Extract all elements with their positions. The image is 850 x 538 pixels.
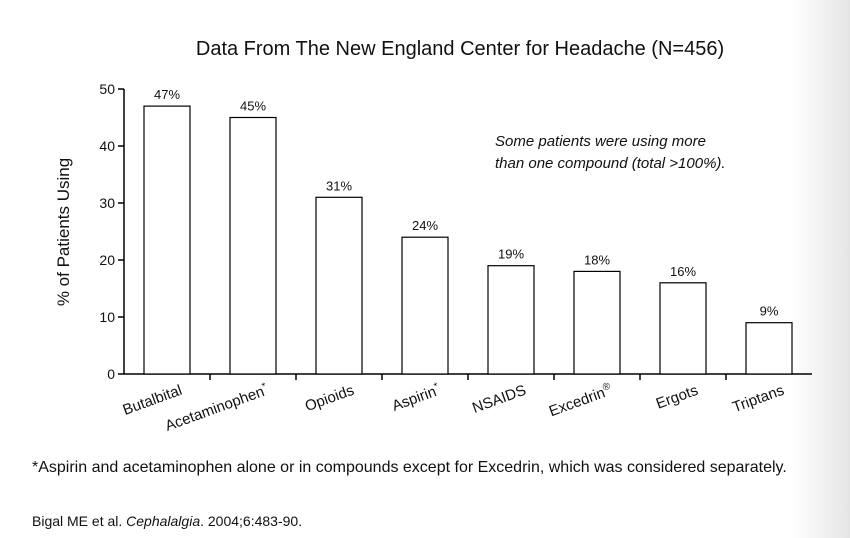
y-axis-label: % of Patients Using (54, 158, 73, 306)
y-tick-label: 30 (99, 195, 115, 211)
y-tick-label: 40 (99, 138, 115, 154)
bar (401, 236, 449, 375)
bar (315, 196, 363, 375)
data-label: 18% (584, 252, 610, 267)
bar (745, 322, 793, 375)
y-tick-label: 0 (107, 366, 115, 382)
category-label: Ergots (654, 382, 701, 413)
citation: Bigal ME et al. Cephalalgia. 2004;6:483-… (32, 513, 302, 529)
bar (229, 116, 277, 375)
bar (659, 282, 707, 375)
citation-journal: Cephalalgia (126, 513, 201, 529)
data-label: 9% (760, 304, 779, 319)
chart-title: Data From The New England Center for Hea… (196, 38, 724, 60)
category-label: Butalbital (121, 382, 185, 419)
category-label: Aspirin* (389, 381, 442, 415)
bars: 47% 45% 31% 24% 19% 18% 16% 9% (143, 87, 793, 375)
data-label: 45% (240, 99, 266, 114)
bar (143, 105, 191, 375)
y-tick-label: 20 (99, 252, 115, 268)
category-label: Excedrin® (546, 381, 615, 421)
bar (487, 265, 535, 375)
data-label: 31% (326, 178, 352, 193)
bar (573, 270, 621, 375)
citation-details: . 2004;6:483-90. (200, 513, 303, 529)
y-tick-label: 50 (99, 81, 115, 97)
data-label: 19% (498, 247, 524, 262)
annotation-line-2: than one compound (total >100%). (495, 155, 726, 172)
data-label: 24% (412, 218, 438, 233)
category-label: Opioids (303, 382, 357, 415)
citation-authors: Bigal ME et al. (32, 513, 127, 529)
data-label: 47% (154, 87, 180, 102)
category-label: NSAIDS (470, 382, 528, 417)
annotation-line-1: Some patients were using more (495, 133, 706, 150)
footnote: *Aspirin and acetaminophen alone or in c… (32, 459, 787, 476)
data-label: 16% (670, 264, 696, 279)
y-axis-ticks: 0 10 20 30 40 50 (99, 81, 124, 382)
category-label: Triptans (730, 382, 786, 416)
y-tick-label: 10 (99, 309, 115, 325)
